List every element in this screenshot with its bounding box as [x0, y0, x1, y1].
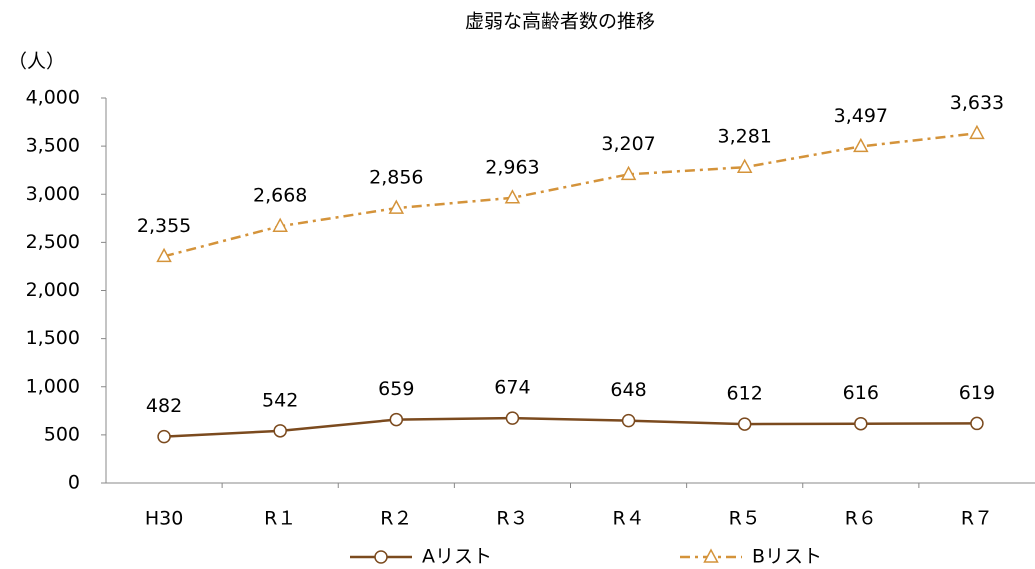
point: [853, 137, 869, 153]
y-tick-label: 3,500: [26, 135, 80, 157]
point: [504, 189, 521, 204]
point: [505, 411, 520, 425]
data-label: 3,281: [717, 126, 771, 148]
data-label: 482: [146, 395, 182, 417]
chart-title: 虚弱な高齢者数の推移: [465, 11, 655, 33]
point: [273, 424, 287, 438]
data-label: 2,355: [137, 215, 191, 237]
y-tick-label: 4,000: [26, 87, 80, 109]
y-tick-label: 0: [68, 472, 80, 494]
y-axis-label: （人）: [8, 51, 65, 73]
y-tick-label: 1,500: [26, 327, 80, 349]
x-tick-label: R５: [729, 508, 761, 530]
point: [736, 158, 753, 173]
point: [389, 412, 404, 427]
point: [621, 413, 636, 428]
data-label: 612: [727, 383, 763, 405]
x-tick-label: R２: [380, 508, 412, 530]
data-label: 674: [494, 377, 530, 399]
y-tick-label: 2,500: [26, 231, 80, 253]
data-label: 659: [378, 378, 414, 400]
point: [157, 429, 171, 444]
x-tick-label: R４: [612, 508, 644, 530]
data-label: 2,856: [369, 167, 423, 189]
legend-marker: [703, 548, 719, 563]
y-tick-label: 1,000: [26, 375, 80, 397]
x-tick-label: R６: [845, 508, 877, 530]
data-label: 619: [959, 382, 995, 404]
point: [388, 199, 405, 214]
data-label: 542: [262, 389, 298, 411]
legend-marker: [374, 550, 388, 564]
x-tick-label: R１: [264, 508, 296, 530]
point: [156, 247, 172, 263]
x-tick-label: R３: [496, 508, 528, 530]
point: [854, 416, 868, 431]
data-label: 3,633: [950, 92, 1004, 114]
legend-label: Aリスト: [422, 546, 492, 568]
legend-label: Bリスト: [752, 546, 822, 568]
x-tick-label: H30: [145, 508, 183, 530]
data-label: 3,497: [834, 105, 888, 127]
x-tick-label: R７: [961, 508, 993, 530]
y-tick-label: 2,000: [26, 279, 80, 301]
point: [737, 417, 752, 431]
point: [969, 124, 985, 140]
point: [970, 416, 984, 431]
point: [272, 217, 288, 232]
data-label: 648: [610, 379, 646, 401]
data-label: 2,963: [485, 156, 539, 178]
series-line: [164, 416, 977, 438]
data-label: 616: [843, 382, 879, 404]
data-label: 2,668: [253, 185, 307, 207]
data-label: 3,207: [601, 133, 655, 155]
series-line: [163, 132, 978, 258]
point: [620, 165, 637, 181]
y-tick-label: 500: [44, 423, 80, 445]
y-tick-label: 3,000: [26, 183, 80, 205]
